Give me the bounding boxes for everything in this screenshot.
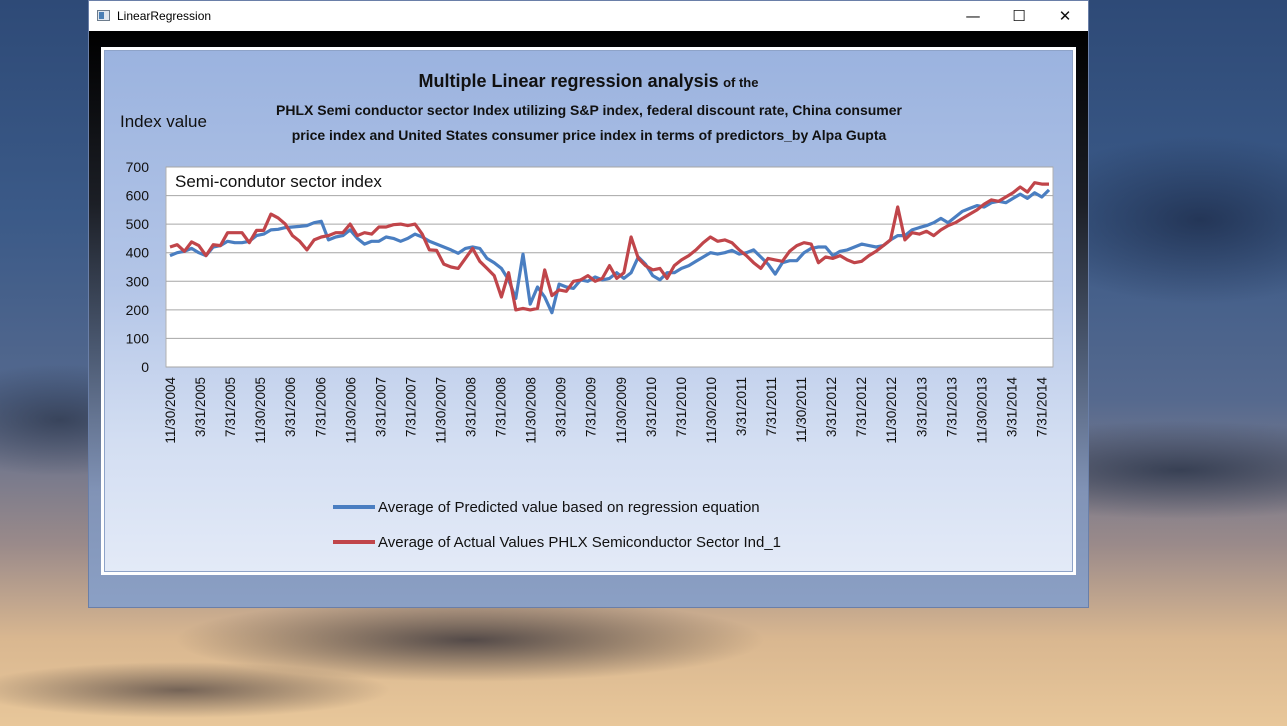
close-button[interactable]: ✕	[1058, 7, 1072, 25]
x-tick-label: 11/30/2007	[433, 377, 448, 444]
x-tick-label: 3/31/2008	[464, 377, 479, 437]
x-tick-label: 11/30/2009	[614, 377, 629, 444]
x-tick-label: 11/30/2005	[253, 377, 268, 444]
chart-subtitle-line2: price index and United States consumer p…	[291, 127, 887, 143]
x-tick-label: 11/30/2013	[974, 377, 989, 444]
app-icon	[97, 10, 110, 21]
x-tick-label: 3/31/2012	[824, 377, 839, 437]
chart-area: Multiple Linear regression analysis of t…	[104, 50, 1073, 572]
x-tick-label: 11/30/2008	[524, 377, 539, 444]
x-tick-label: 7/31/2009	[584, 377, 599, 437]
x-tick-label: 11/30/2010	[704, 377, 719, 444]
chart-title: Multiple Linear regression analysis of t…	[105, 71, 1072, 92]
x-tick-label: 7/31/2014	[1034, 377, 1049, 438]
y-tick-label-400: 400	[126, 245, 150, 261]
chart-subtitle: PHLX Semi conductor sector Index utilizi…	[209, 98, 969, 148]
maximize-button[interactable]: ☐	[1012, 7, 1026, 25]
legend: Average of Predicted value based on regr…	[333, 498, 781, 568]
x-tick-label: 3/31/2009	[554, 377, 569, 437]
window-title: LinearRegression	[117, 9, 212, 23]
x-tick-label: 7/31/2008	[494, 377, 509, 437]
minimize-button[interactable]: —	[965, 7, 981, 25]
y-tick-label-100: 100	[126, 330, 150, 346]
x-tick-label: 7/31/2013	[944, 377, 959, 437]
chart-frame: Multiple Linear regression analysis of t…	[101, 47, 1076, 575]
x-tick-label: 3/31/2014	[1004, 377, 1019, 438]
x-tick-label: 11/30/2006	[343, 377, 358, 444]
legend-label-actual: Average of Actual Values PHLX Semiconduc…	[378, 533, 782, 551]
title-bar[interactable]: LinearRegression — ☐ ✕	[89, 1, 1088, 31]
x-tick-label: 7/31/2005	[223, 377, 238, 437]
series-line-actual	[169, 181, 1049, 312]
y-tick-label-0: 0	[141, 359, 149, 375]
x-tick-label: 11/30/2012	[884, 377, 899, 444]
x-tick-label: 7/31/2010	[674, 377, 689, 437]
y-axis-label: Index value	[120, 112, 207, 131]
chart-title-rest: of the	[723, 75, 759, 90]
plot-inner-label: Semi-condutor sector index	[175, 172, 382, 191]
legend-label-predicted: Average of Predicted value based on regr…	[378, 498, 760, 516]
x-tick-label: 3/31/2007	[373, 377, 388, 437]
x-tick-label: 3/31/2013	[914, 377, 929, 437]
x-tick-label: 7/31/2011	[764, 377, 779, 436]
window-client-area: Multiple Linear regression analysis of t…	[89, 31, 1088, 607]
x-tick-label: 11/30/2004	[163, 377, 178, 444]
line-chart: 0 100 200 300 400 500 600 700 Semi-condutor sect…	[126, 159, 1054, 444]
app-window: LinearRegression — ☐ ✕ Multiple Linear r…	[88, 0, 1089, 608]
chart-subtitle-line1: PHLX Semi conductor sector Index utilizi…	[276, 102, 902, 118]
y-tick-label-200: 200	[126, 302, 150, 318]
y-tick-label-600: 600	[126, 188, 150, 204]
x-tick-label: 11/30/2011	[794, 377, 809, 443]
y-tick-label-700: 700	[126, 159, 150, 175]
x-tick-label: 7/31/2007	[403, 377, 418, 437]
x-tick-label: 3/31/2006	[283, 377, 298, 437]
x-tick-label: 3/31/2011	[734, 377, 749, 436]
legend-item-predicted: Average of Predicted value based on regr…	[333, 498, 781, 516]
x-tick-label: 3/31/2005	[193, 377, 208, 437]
x-tick-label: 7/31/2006	[313, 377, 328, 437]
y-tick-label-300: 300	[126, 273, 150, 289]
chart-title-bold: Multiple Linear regression analysis	[418, 71, 719, 91]
legend-swatch-actual	[333, 540, 375, 544]
legend-item-actual: Average of Actual Values PHLX Semiconduc…	[333, 533, 781, 551]
legend-swatch-predicted	[333, 505, 375, 509]
x-tick-label: 7/31/2012	[854, 377, 869, 437]
x-tick-label: 3/31/2010	[644, 377, 659, 437]
y-tick-label-500: 500	[126, 216, 150, 232]
